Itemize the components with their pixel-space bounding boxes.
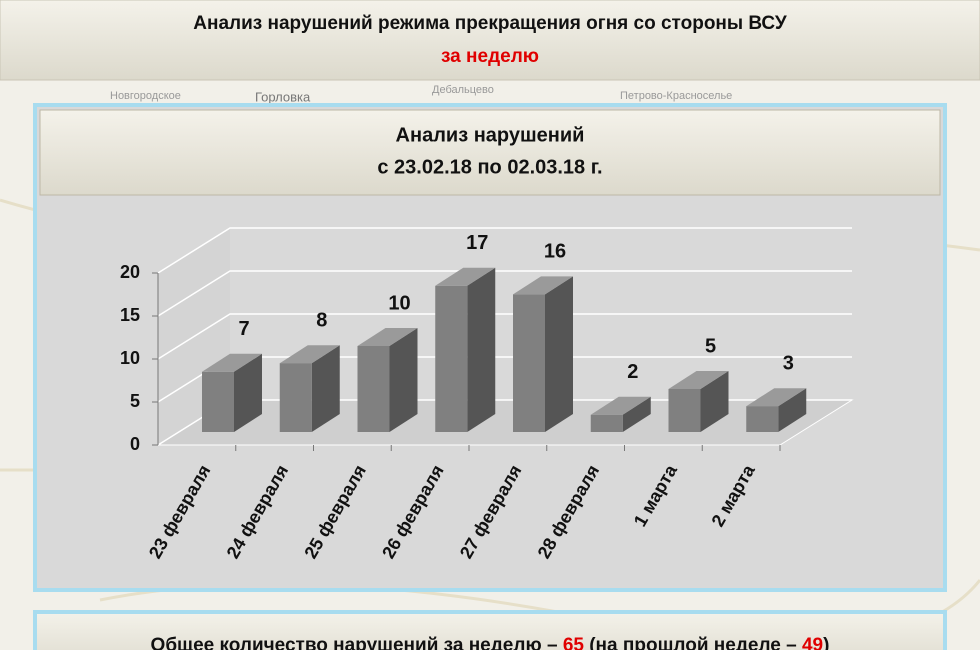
value-label: 10 [388, 292, 410, 314]
value-label: 3 [783, 352, 794, 374]
header-subtitle: за неделю [441, 46, 539, 67]
header-banner [0, 0, 980, 81]
chart-title: Анализ нарушений [396, 124, 585, 146]
bar [590, 414, 623, 432]
y-tick-label: 15 [120, 305, 140, 325]
bar [668, 389, 701, 432]
bar-side [311, 345, 340, 432]
bar-side [545, 276, 573, 432]
chart-title-box [39, 109, 941, 196]
value-label: 5 [705, 335, 716, 357]
bar-top [746, 388, 807, 407]
grid-line [157, 227, 852, 274]
bar [357, 346, 390, 432]
map-label: Горловка [255, 89, 311, 104]
bar-top [668, 371, 729, 389]
footer-label: Общее количество нарушений за неделю – [151, 635, 558, 650]
y-tick-label: 0 [130, 434, 140, 454]
y-tick-label: 10 [120, 348, 140, 368]
bar-top [202, 353, 262, 372]
bar [513, 294, 545, 432]
bar-top [513, 276, 573, 295]
bar-top [279, 345, 340, 364]
bar-side [234, 353, 262, 432]
header-title: Анализ нарушений режима прекращения огня… [193, 13, 787, 34]
chart-subtitle: с 23.02.18 по 02.03.18 г. [377, 156, 602, 178]
map-label: Дебальцево [432, 84, 494, 96]
bar-top [590, 396, 651, 415]
footer-text: Общее количество нарушений за неделю – 6… [151, 635, 830, 650]
bar-top [435, 267, 496, 286]
bar [435, 285, 468, 432]
y-tick-label: 20 [120, 262, 140, 282]
grid-line [157, 313, 852, 360]
y-tick-label: 5 [130, 391, 140, 411]
map-label: Новгородское [110, 90, 181, 102]
footer-previous-label: (на прошлой неделе – [589, 635, 796, 650]
footer-previous: 49 [802, 635, 823, 650]
bar-side [467, 267, 496, 432]
value-label: 2 [627, 361, 638, 383]
footer-box [33, 610, 947, 650]
bar-side [622, 396, 651, 432]
bar-side [700, 371, 729, 432]
value-label: 16 [544, 241, 566, 263]
footer-total: 65 [563, 635, 585, 650]
footer-close: ) [823, 635, 829, 650]
map-label: Петрово-Красноселье [620, 90, 732, 102]
bar [746, 406, 779, 432]
value-label: 7 [238, 318, 249, 340]
grid-line [157, 270, 852, 317]
bar [279, 363, 312, 432]
bar-top [357, 328, 418, 346]
bar-side [389, 328, 418, 432]
bar-side [778, 388, 807, 432]
bar [202, 371, 234, 432]
value-label: 17 [466, 232, 488, 254]
value-label: 8 [316, 309, 327, 331]
